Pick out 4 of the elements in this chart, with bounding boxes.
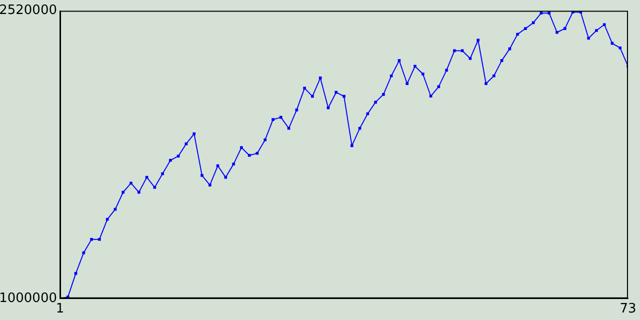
x-tick-label: 1: [56, 302, 64, 317]
x-tick-label: 73: [620, 302, 636, 317]
y-tick-label: 1000000: [0, 290, 57, 306]
y-tick-label: 2520000: [0, 3, 57, 18]
